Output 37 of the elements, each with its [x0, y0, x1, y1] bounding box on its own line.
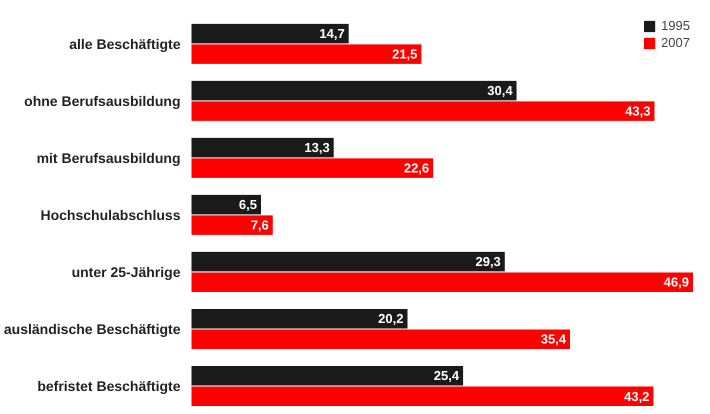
data-label: 20,2: [378, 311, 404, 326]
data-label: 46,9: [664, 274, 689, 290]
data-label: 14,7: [319, 26, 345, 42]
data-label: 7,6: [250, 218, 269, 233]
data-label: 13,3: [304, 140, 330, 156]
y-tick-label: mit Berufsausbildung: [36, 150, 181, 166]
data-label: 43,2: [624, 388, 650, 404]
bar: [192, 272, 693, 292]
bar: [192, 194, 261, 214]
bar: [192, 252, 505, 272]
y-tick-label: Hochschulabschluss: [40, 206, 181, 223]
bar: [192, 80, 517, 100]
legend-label: 2007: [661, 35, 690, 50]
data-label: 21,5: [392, 46, 418, 62]
data-label: 22,6: [404, 160, 430, 176]
y-tick-label: ausländische Beschäftigte: [4, 320, 181, 337]
bar: [192, 101, 654, 121]
bar: [192, 158, 434, 178]
bar: [192, 24, 349, 44]
y-tick-label: ohne Berufsausbildung: [24, 92, 181, 109]
data-label: 29,3: [475, 254, 501, 270]
data-label: 30,4: [487, 83, 514, 98]
y-tick-label: alle Beschäftigte: [69, 36, 181, 52]
bar: [192, 386, 654, 406]
bar: [192, 215, 273, 235]
data-label: 35,4: [540, 332, 567, 347]
bar: [192, 308, 408, 328]
bar: [192, 366, 464, 386]
y-tick-label: befristet Beschäftigte: [37, 378, 181, 394]
data-label: 6,5: [238, 197, 258, 212]
bar: [192, 44, 422, 64]
bar: [192, 138, 334, 158]
data-label: 43,3: [625, 104, 650, 119]
y-tick-label: unter 25-Jährige: [72, 264, 181, 280]
data-label: 25,4: [434, 368, 460, 384]
bar: [192, 329, 570, 349]
legend-label: 1995: [661, 18, 690, 33]
